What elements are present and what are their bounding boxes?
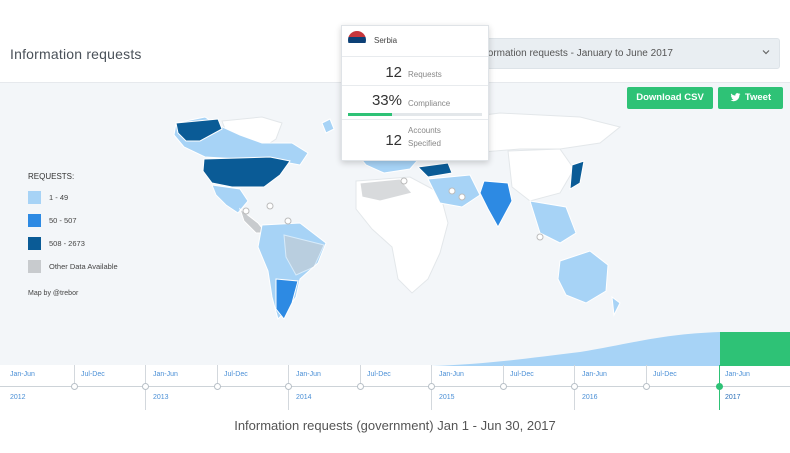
legend-label: 508 - 2673	[49, 238, 85, 248]
map-region-uk	[321, 118, 335, 134]
map-marker	[242, 207, 250, 215]
map-region-north-africa	[359, 178, 413, 202]
page-title: Information requests	[10, 46, 142, 62]
tooltip-accounts-label: Accounts	[408, 126, 441, 135]
map-region-china	[507, 148, 575, 202]
map-marker	[458, 193, 466, 201]
legend-item: 1 - 49	[28, 190, 118, 204]
tooltip-requests-label: Requests	[408, 70, 442, 79]
legend-swatch	[28, 190, 41, 204]
legend-item: 50 - 507	[28, 213, 118, 227]
timeline-divider	[74, 365, 75, 384]
download-csv-button[interactable]: Download CSV	[627, 87, 713, 109]
divider	[342, 119, 488, 120]
map-region-new-zealand	[611, 295, 621, 317]
timeline-divider	[646, 365, 647, 384]
timeline[interactable]: Jan-Jun Jul-Dec Jan-Jun Jul-Dec Jan-Jun …	[0, 365, 790, 410]
twitter-icon	[730, 93, 741, 102]
timeline-period-active[interactable]: Jan-Jun	[725, 371, 750, 378]
timeline-volume-area	[430, 332, 720, 366]
tweet-button[interactable]: Tweet	[718, 87, 783, 109]
timeline-dot[interactable]	[428, 383, 435, 390]
timeline-period[interactable]: Jan-Jun	[439, 371, 464, 378]
map-credit[interactable]: Map by @trebor	[28, 290, 79, 297]
tooltip-country: Serbia	[374, 36, 398, 45]
timeline-volume-chart	[430, 332, 790, 366]
map-marker	[284, 217, 292, 225]
compliance-bar	[348, 113, 482, 116]
map-region-australia	[557, 250, 609, 304]
map-region-india	[479, 180, 513, 229]
timeline-period[interactable]: Jul-Dec	[653, 371, 677, 378]
divider	[342, 56, 488, 57]
timeline-dot[interactable]	[214, 383, 221, 390]
tooltip-accounts-label: Specified	[408, 139, 441, 148]
timeline-divider	[217, 365, 218, 384]
timeline-period[interactable]: Jul-Dec	[367, 371, 391, 378]
timeline-year: 2013	[153, 394, 169, 401]
legend-item: 508 - 2673	[28, 236, 118, 250]
chevron-down-icon	[762, 50, 770, 55]
period-select[interactable]: formation requests - January to June 201…	[474, 38, 780, 69]
tooltip-compliance-value: 33%	[371, 92, 402, 109]
compliance-bar-fill	[348, 113, 393, 116]
timeline-year: 2012	[10, 394, 26, 401]
country-tooltip: Serbia 12 Requests 33% Compliance 12 Acc…	[341, 25, 489, 161]
serbia-flag-icon	[348, 31, 366, 49]
timeline-year-active: 2017	[725, 394, 741, 401]
timeline-active-area	[720, 332, 790, 366]
timeline-divider	[503, 365, 504, 384]
timeline-dot[interactable]	[71, 383, 78, 390]
timeline-period[interactable]: Jul-Dec	[510, 371, 534, 378]
map-region-brazil	[283, 234, 325, 276]
map-marker	[536, 233, 544, 241]
timeline-period[interactable]: Jul-Dec	[81, 371, 105, 378]
map-region-alaska	[175, 118, 223, 142]
legend-label: Other Data Available	[49, 261, 118, 271]
map-region-southeast-asia	[529, 200, 577, 244]
timeline-year: 2014	[296, 394, 312, 401]
timeline-dot[interactable]	[643, 383, 650, 390]
timeline-period[interactable]: Jan-Jun	[153, 371, 178, 378]
timeline-axis	[0, 386, 790, 387]
map-region-turkey	[416, 162, 453, 178]
timeline-period[interactable]: Jan-Jun	[10, 371, 35, 378]
timeline-period[interactable]: Jan-Jun	[296, 371, 321, 378]
timeline-dot-active[interactable]	[716, 383, 723, 390]
legend: REQUESTS: 1 - 49 50 - 507 508 - 2673 Oth…	[28, 172, 118, 282]
map-marker	[266, 202, 274, 210]
legend-swatch	[28, 236, 41, 250]
timeline-dot[interactable]	[142, 383, 149, 390]
map-marker	[448, 187, 456, 195]
timeline-period[interactable]: Jan-Jun	[582, 371, 607, 378]
legend-label: 1 - 49	[49, 192, 69, 202]
legend-label: 50 - 507	[49, 215, 77, 225]
map-region-usa	[202, 156, 291, 188]
divider	[342, 85, 488, 86]
map-region-japan	[569, 160, 585, 190]
map-region-mexico	[211, 184, 249, 214]
period-select-value: formation requests - January to June 201…	[485, 48, 673, 59]
timeline-divider	[360, 365, 361, 384]
legend-swatch	[28, 259, 41, 273]
tooltip-compliance-label: Compliance	[408, 99, 451, 108]
timeline-dot[interactable]	[357, 383, 364, 390]
timeline-year: 2016	[582, 394, 598, 401]
tooltip-requests-value: 12	[385, 64, 402, 81]
legend-item: Other Data Available	[28, 259, 118, 273]
timeline-dot[interactable]	[500, 383, 507, 390]
timeline-year: 2015	[439, 394, 455, 401]
tweet-label: Tweet	[744, 92, 772, 103]
legend-swatch	[28, 213, 41, 227]
map-region-argentina	[275, 278, 299, 320]
tooltip-accounts-value: 12	[385, 132, 402, 149]
legend-title: REQUESTS:	[28, 172, 75, 181]
timeline-dot[interactable]	[285, 383, 292, 390]
page-caption: Information requests (government) Jan 1 …	[234, 418, 556, 433]
map-marker	[400, 177, 408, 185]
timeline-dot[interactable]	[571, 383, 578, 390]
timeline-period[interactable]: Jul-Dec	[224, 371, 248, 378]
